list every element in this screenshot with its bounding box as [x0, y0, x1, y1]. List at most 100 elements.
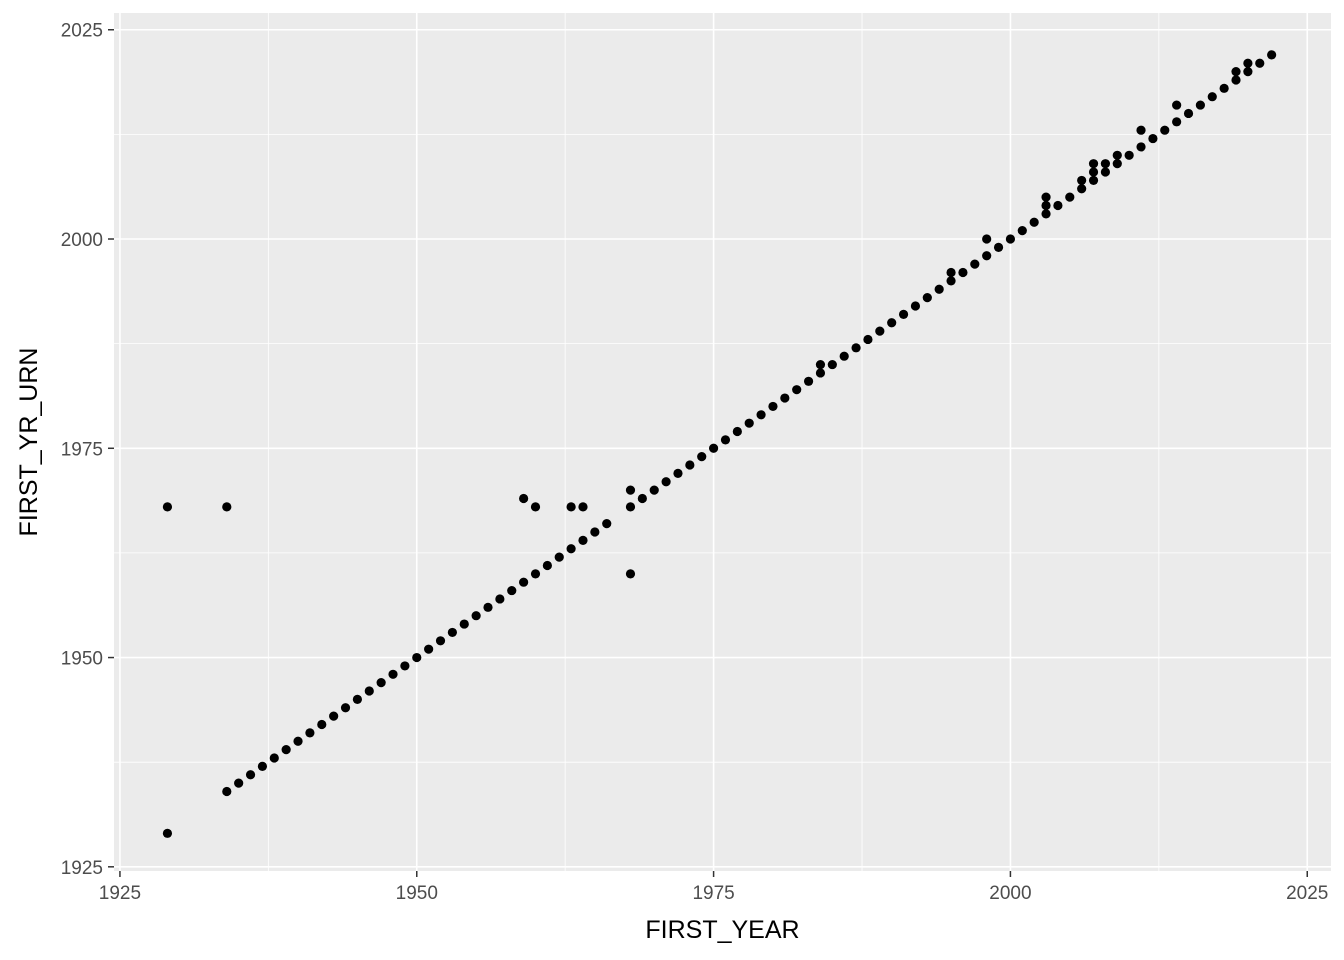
data-point	[602, 519, 612, 529]
data-point	[839, 351, 849, 361]
y-tick-label: 1925	[61, 858, 103, 879]
data-point	[447, 627, 457, 638]
data-point	[756, 410, 766, 420]
data-point	[234, 778, 244, 788]
data-point	[269, 753, 279, 763]
data-point	[946, 267, 956, 278]
data-point	[1183, 108, 1194, 119]
data-point	[388, 669, 398, 679]
data-point	[566, 502, 576, 512]
data-point	[744, 418, 754, 428]
data-point	[625, 569, 636, 579]
data-point	[625, 502, 636, 512]
x-tick-label: 1975	[692, 883, 734, 904]
data-point	[815, 359, 826, 370]
data-point	[673, 468, 683, 478]
data-point	[875, 326, 885, 336]
data-point	[887, 318, 897, 328]
data-point	[970, 259, 980, 269]
data-point	[293, 736, 303, 746]
data-point	[257, 761, 268, 771]
data-point	[768, 401, 778, 412]
data-point	[1172, 117, 1182, 127]
x-tick-label: 1925	[99, 883, 141, 904]
data-point	[1017, 226, 1027, 236]
data-point	[1148, 133, 1158, 144]
data-point	[483, 602, 493, 612]
data-point	[317, 719, 327, 730]
data-point	[1124, 150, 1134, 160]
data-point	[827, 359, 837, 370]
data-point	[1231, 66, 1241, 77]
data-point	[1029, 217, 1039, 227]
data-point	[554, 552, 564, 562]
data-point	[1077, 175, 1087, 186]
data-point	[519, 493, 529, 504]
y-axis-title: FIRST_YR_URN	[15, 348, 43, 537]
grid-lines	[114, 13, 1331, 871]
data-point	[851, 343, 861, 353]
data-point	[1041, 192, 1051, 202]
data-point	[982, 234, 992, 244]
data-point	[566, 544, 576, 554]
data-point	[780, 393, 790, 403]
data-point	[1065, 192, 1075, 202]
data-point	[1088, 175, 1099, 186]
data-point	[495, 594, 505, 604]
data-point	[1219, 83, 1229, 93]
data-point	[1136, 142, 1146, 152]
data-point	[340, 703, 351, 713]
data-point	[1136, 125, 1146, 135]
data-point	[697, 452, 707, 462]
data-point	[815, 368, 826, 378]
x-tick-label: 1950	[396, 883, 438, 904]
data-point	[162, 828, 173, 838]
data-point	[530, 502, 541, 512]
data-point	[1255, 58, 1265, 68]
data-point	[329, 711, 339, 721]
data-point	[720, 435, 731, 445]
data-point	[1041, 200, 1051, 211]
data-point	[1100, 159, 1111, 169]
x-tick-label: 2025	[1286, 883, 1328, 904]
data-point	[1160, 125, 1170, 135]
data-point	[993, 242, 1004, 252]
data-point	[946, 276, 956, 286]
data-point	[578, 502, 588, 512]
data-point	[1172, 100, 1182, 110]
data-point	[1077, 184, 1087, 194]
data-point	[863, 334, 873, 345]
data-point	[898, 309, 909, 319]
data-point	[578, 535, 588, 545]
data-point	[685, 460, 695, 470]
data-point	[519, 577, 529, 587]
data-point	[1112, 159, 1122, 169]
data-point	[459, 619, 469, 629]
data-point	[708, 443, 719, 453]
data-point	[376, 678, 386, 688]
data-point	[507, 585, 517, 596]
axis-ticks: 1925 1950 1975 2000 2025 1925 1950 1975 2000 2025	[61, 21, 1329, 904]
y-tick-label: 1950	[61, 649, 103, 670]
data-point	[1231, 75, 1241, 85]
data-point	[732, 426, 742, 437]
data-point	[958, 267, 968, 278]
data-point	[305, 728, 315, 738]
data-point	[934, 284, 944, 294]
data-points	[162, 50, 1277, 838]
data-point	[222, 502, 232, 512]
data-point	[1100, 167, 1111, 177]
data-point	[424, 644, 434, 654]
data-point	[803, 376, 814, 386]
data-point	[542, 560, 552, 571]
x-axis-title: FIRST_YEAR	[645, 916, 799, 944]
data-point	[792, 385, 802, 395]
data-point	[1088, 159, 1099, 169]
data-point	[222, 786, 232, 797]
data-point	[922, 293, 932, 303]
data-point	[400, 661, 410, 671]
data-point	[1243, 58, 1253, 68]
data-point	[1088, 167, 1099, 177]
data-point	[1005, 234, 1016, 244]
